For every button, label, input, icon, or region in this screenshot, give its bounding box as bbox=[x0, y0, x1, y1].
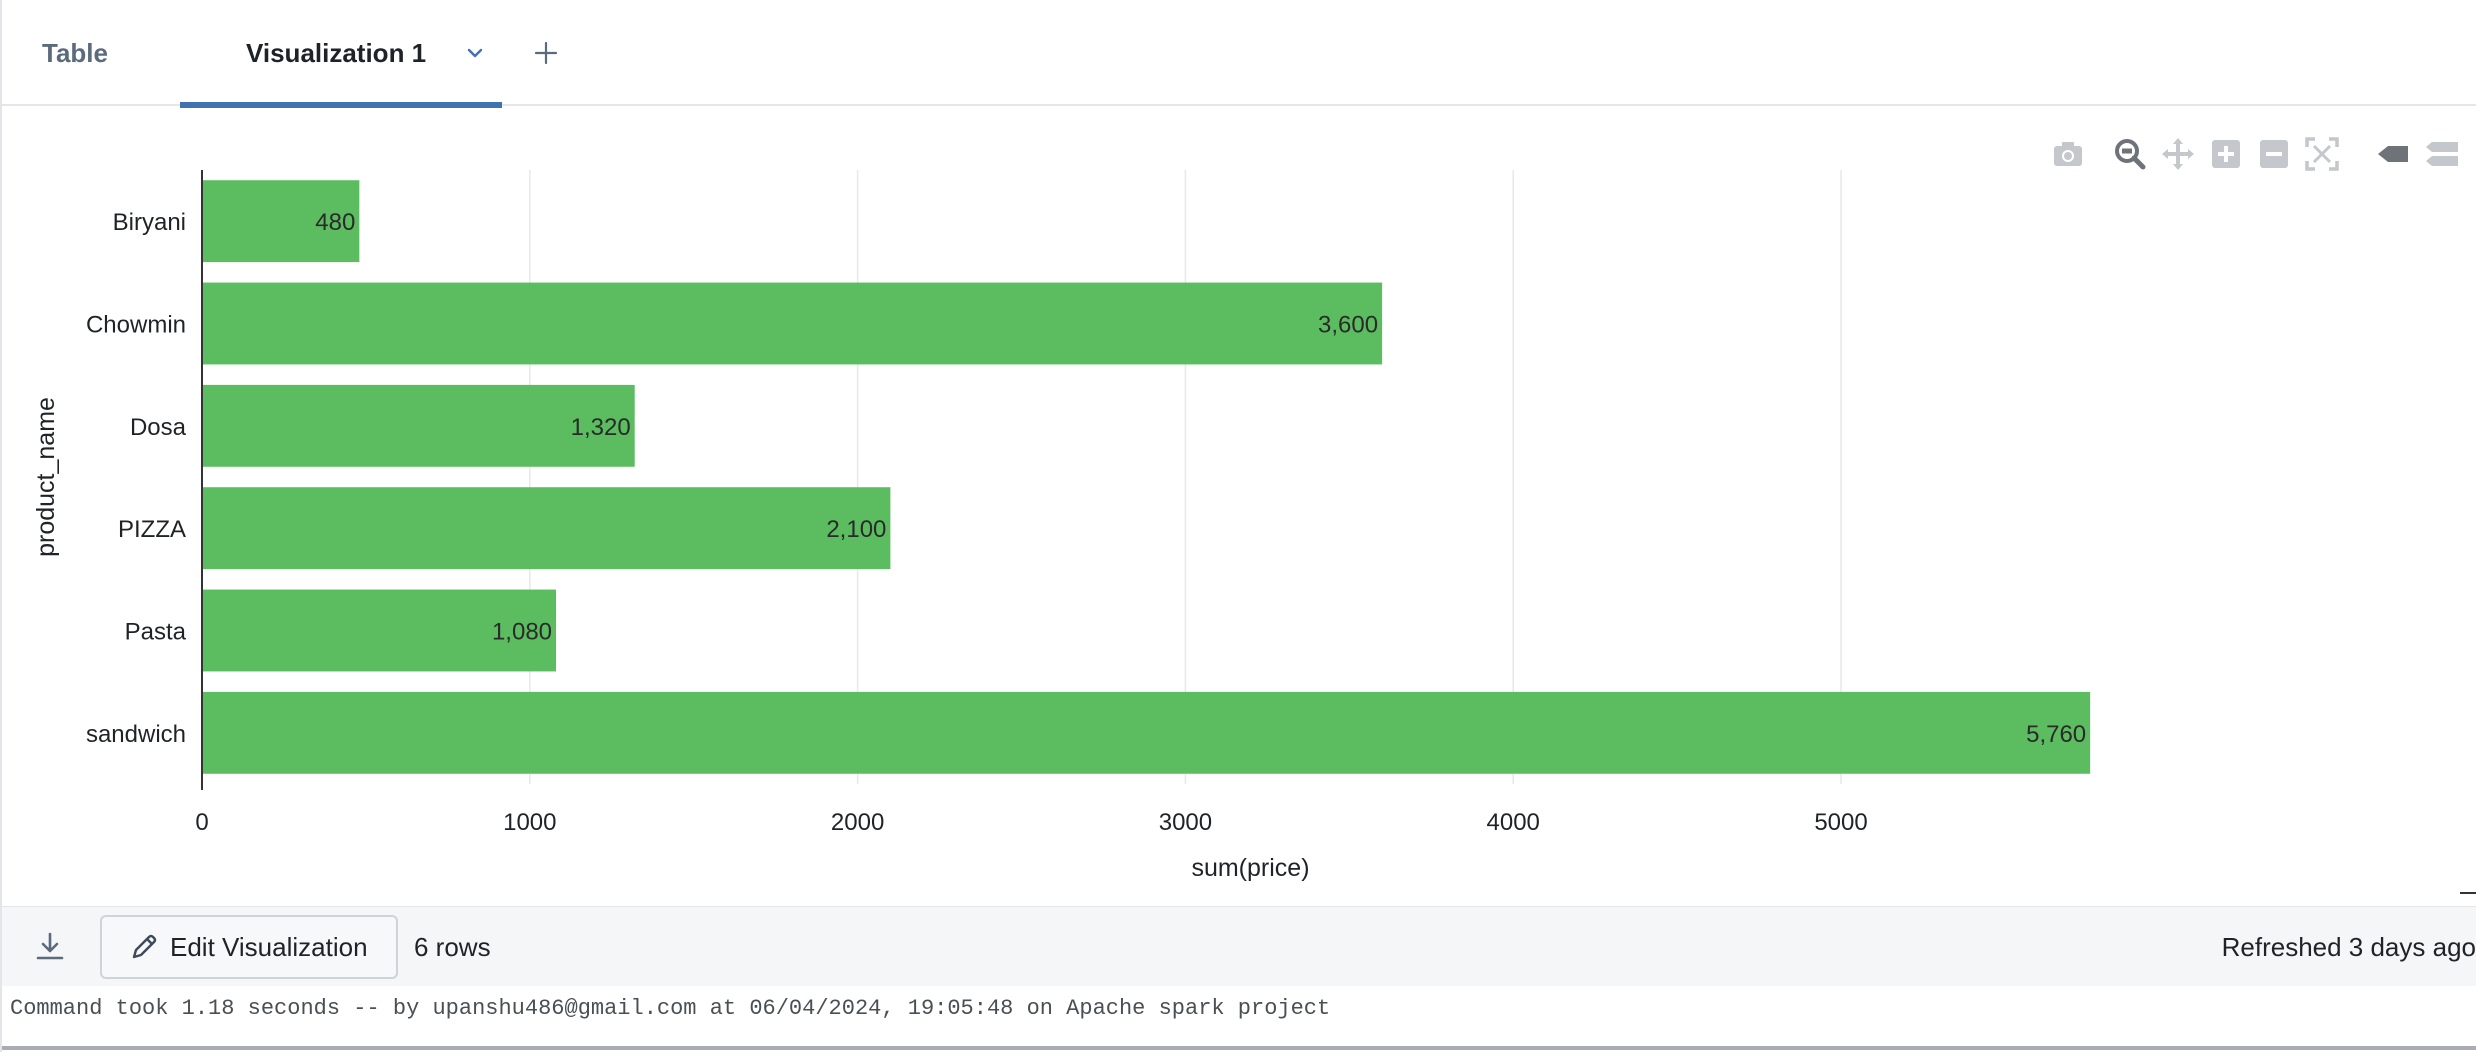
download-icon[interactable] bbox=[32, 929, 68, 965]
autoscale-icon[interactable] bbox=[2302, 134, 2342, 174]
bar[interactable] bbox=[202, 691, 2091, 774]
tab-visualization-label: Visualization 1 bbox=[246, 37, 427, 68]
edit-visualization-label: Edit Visualization bbox=[170, 931, 368, 962]
y-axis-title: product_name bbox=[32, 397, 60, 557]
tab-table[interactable]: Table bbox=[42, 0, 108, 106]
hover-compare-icon[interactable] bbox=[2422, 134, 2462, 174]
bar[interactable] bbox=[202, 487, 891, 570]
data-label: 5,760 bbox=[2026, 721, 2086, 748]
x-axis-title: sum(price) bbox=[1191, 854, 1309, 882]
plus-icon bbox=[534, 41, 558, 65]
zoom-out-icon[interactable] bbox=[2254, 134, 2294, 174]
camera-icon[interactable] bbox=[2048, 134, 2088, 174]
pencil-icon bbox=[132, 934, 157, 959]
command-status: Command took 1.18 seconds -- by upanshu4… bbox=[10, 995, 1331, 1021]
chevron-down-icon[interactable] bbox=[460, 38, 490, 68]
x-tick-label: 2000 bbox=[831, 809, 884, 836]
y-tick-label: sandwich bbox=[86, 721, 186, 748]
y-tick-label: Pasta bbox=[125, 619, 187, 646]
tab-bar: Table Visualization 1 bbox=[2, 0, 2476, 108]
data-label: 1,320 bbox=[571, 414, 631, 441]
data-label: 480 bbox=[315, 209, 355, 236]
x-tick-label: 4000 bbox=[1487, 809, 1540, 836]
x-tick-label: 0 bbox=[195, 809, 208, 836]
refreshed-status: Refreshed 3 days ago bbox=[2221, 931, 2476, 962]
y-tick-label: PIZZA bbox=[118, 516, 186, 543]
y-tick-label: Dosa bbox=[130, 414, 187, 441]
tab-visualization-1[interactable]: Visualization 1 bbox=[180, 0, 502, 108]
add-tab-button[interactable] bbox=[526, 0, 566, 106]
cell-divider bbox=[2, 1046, 2476, 1050]
bar[interactable] bbox=[202, 282, 1383, 365]
bar[interactable] bbox=[202, 589, 557, 672]
data-label: 1,080 bbox=[492, 619, 552, 646]
x-tick-label: 1000 bbox=[503, 809, 556, 836]
bar[interactable] bbox=[202, 384, 635, 467]
y-tick-label: Chowmin bbox=[86, 312, 186, 339]
bar[interactable] bbox=[202, 180, 360, 263]
x-tick-label: 5000 bbox=[1814, 809, 1867, 836]
zoom-in-icon[interactable] bbox=[2206, 134, 2246, 174]
zoom-icon[interactable] bbox=[2110, 134, 2150, 174]
edit-visualization-button[interactable]: Edit Visualization bbox=[100, 915, 398, 979]
x-tick-label: 3000 bbox=[1159, 809, 1212, 836]
y-tick-label: Biryani bbox=[113, 209, 186, 236]
visualization-footer: Edit Visualization 6 rows Refreshed 3 da… bbox=[2, 906, 2476, 986]
active-tab-indicator bbox=[180, 102, 502, 108]
bar-chart[interactable]: 480 Biryani 3,600 Chowmin 1,320 Dosa 2,100 PIZZ… bbox=[2, 108, 2476, 908]
tab-table-label: Table bbox=[42, 37, 108, 68]
pan-icon[interactable] bbox=[2158, 134, 2198, 174]
data-label: 3,600 bbox=[1318, 312, 1378, 339]
row-count: 6 rows bbox=[414, 931, 491, 962]
hover-closest-icon[interactable] bbox=[2374, 134, 2414, 174]
data-label: 2,100 bbox=[826, 516, 886, 543]
